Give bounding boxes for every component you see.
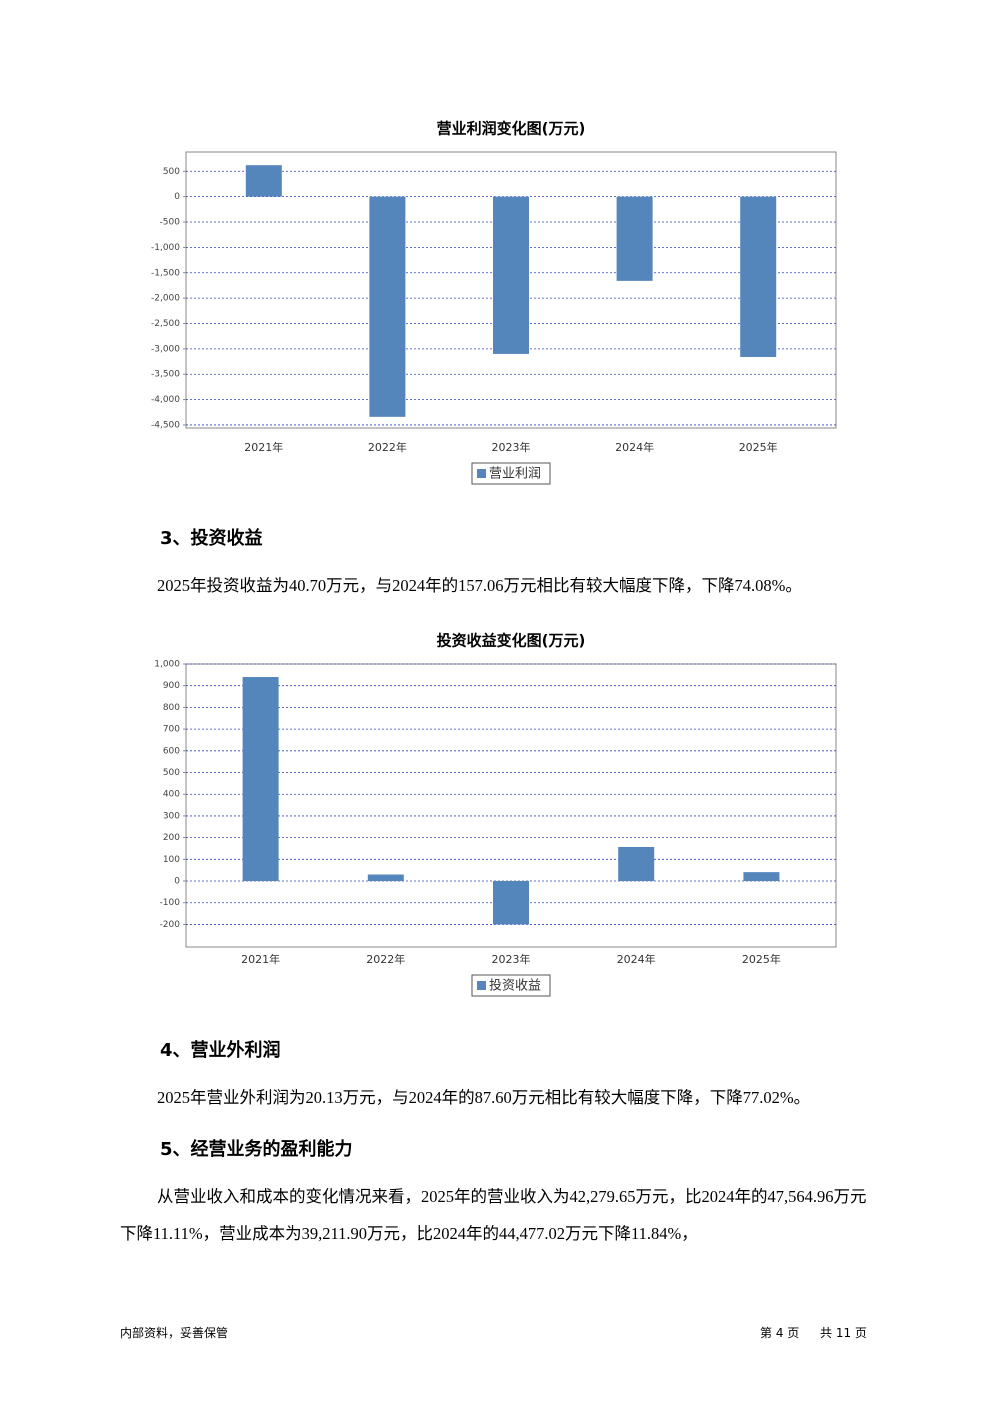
y-tick-label: -2,500	[151, 319, 180, 329]
y-tick-label: 800	[163, 703, 180, 713]
legend-label: 投资收益	[489, 978, 541, 994]
x-tick-label: 2021年	[244, 440, 283, 454]
bar	[369, 196, 406, 417]
bar	[740, 196, 777, 357]
x-tick-label: 2022年	[368, 440, 407, 454]
bar	[618, 846, 655, 882]
y-tick-label: -3,000	[151, 344, 180, 354]
bar	[743, 872, 780, 882]
x-tick-label: 2024年	[615, 440, 654, 454]
x-tick-label: 2025年	[739, 440, 778, 454]
y-tick-label: 300	[163, 811, 180, 821]
y-tick-label: -4,500	[151, 420, 180, 430]
y-tick-label: 600	[163, 746, 180, 756]
x-tick-label: 2022年	[366, 952, 405, 966]
x-tick-label: 2023年	[492, 952, 531, 966]
bar	[242, 677, 279, 882]
y-tick-label: 0	[174, 877, 180, 887]
bar	[493, 196, 529, 354]
y-tick-label: 500	[163, 768, 180, 778]
y-tick-label: -500	[160, 218, 181, 228]
y-tick-label: -1,000	[151, 243, 180, 253]
section-heading: 3、投资收益	[160, 528, 263, 549]
y-tick-label: 200	[163, 833, 180, 843]
y-tick-label: -4,000	[151, 395, 180, 405]
paragraph: 2025年投资收益为40.70万元，与2024年的157.06万元相比有较大幅度…	[157, 576, 802, 595]
bar	[367, 874, 404, 882]
footer-left: 内部资料，妥善保管	[120, 1326, 229, 1340]
section-heading: 5、经营业务的盈利能力	[160, 1139, 353, 1160]
x-tick-label: 2024年	[617, 952, 656, 966]
y-tick-label: -2,000	[151, 294, 180, 304]
y-tick-label: 100	[163, 855, 180, 865]
paragraph: 从营业收入和成本的变化情况来看，2025年的营业收入为42,279.65万元，比…	[120, 1187, 867, 1243]
x-tick-label: 2023年	[492, 440, 531, 454]
y-tick-label: 1,000	[154, 660, 180, 670]
y-tick-label: 700	[163, 725, 180, 735]
x-tick-label: 2025年	[742, 952, 781, 966]
footer-total: 共 11 页	[820, 1326, 867, 1340]
x-tick-label: 2021年	[241, 952, 280, 966]
bar	[616, 196, 653, 281]
y-tick-label: 0	[174, 192, 180, 202]
y-tick-label: 400	[163, 790, 180, 800]
paragraph: 2025年营业外利润为20.13万元，与2024年的87.60万元相比有较大幅度…	[157, 1088, 811, 1107]
footer-page: 第 4 页	[760, 1326, 800, 1340]
y-tick-label: -3,500	[151, 370, 180, 380]
chart-title: 投资收益变化图(万元)	[437, 632, 586, 650]
legend-box	[471, 462, 551, 485]
legend-swatch	[477, 981, 486, 990]
y-tick-label: -200	[160, 920, 181, 930]
bar	[245, 165, 282, 197]
bar	[493, 881, 529, 925]
y-tick-label: 900	[163, 681, 180, 691]
legend-box	[471, 974, 551, 997]
legend-label: 营业利润	[489, 467, 541, 482]
chart-title: 营业利润变化图(万元)	[437, 120, 586, 138]
legend-swatch	[477, 469, 486, 478]
y-tick-label: 500	[163, 167, 180, 177]
section-heading: 4、营业外利润	[160, 1040, 281, 1061]
y-tick-label: -100	[160, 898, 181, 908]
y-tick-label: -1,500	[151, 268, 180, 278]
